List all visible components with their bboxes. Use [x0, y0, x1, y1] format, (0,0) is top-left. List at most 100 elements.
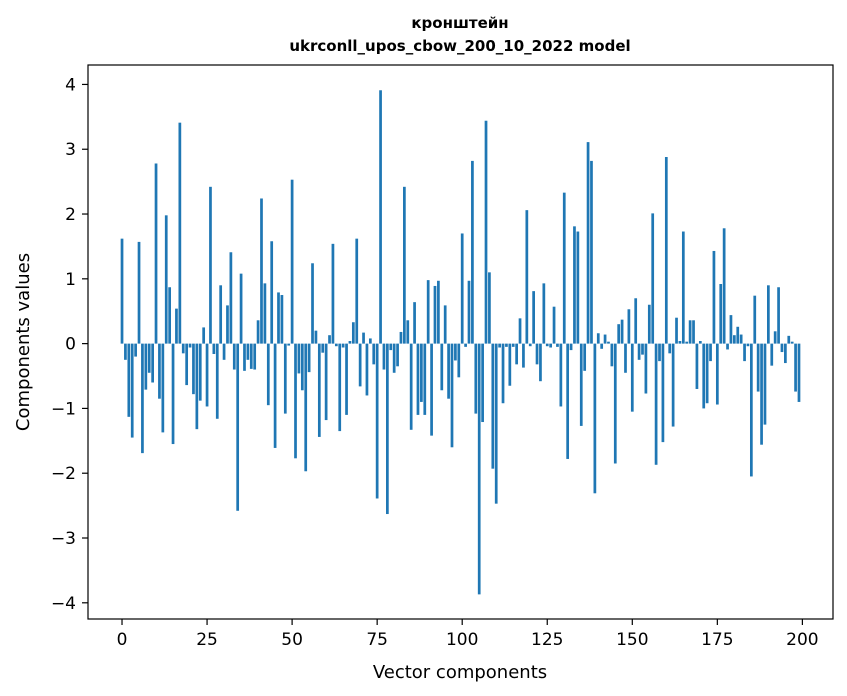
bar [498, 343, 501, 348]
bar [749, 343, 753, 477]
bar [130, 343, 134, 438]
bar [569, 343, 573, 351]
bar [154, 163, 158, 344]
bar [685, 341, 689, 344]
bar [420, 343, 423, 402]
bar [144, 343, 148, 390]
bar [709, 343, 712, 362]
bar [535, 343, 539, 365]
bar [770, 343, 774, 366]
bar [549, 343, 553, 348]
bar [702, 343, 706, 409]
bar [678, 341, 682, 344]
bar [321, 343, 325, 353]
bar [416, 343, 420, 415]
bar [477, 343, 481, 595]
bar [630, 343, 634, 412]
bar [695, 343, 699, 389]
bar [440, 343, 444, 391]
bar [273, 343, 277, 448]
bar [260, 198, 263, 344]
bar [525, 210, 529, 344]
bar [501, 343, 505, 404]
bar [300, 343, 304, 391]
bar [396, 343, 399, 367]
bar [151, 343, 154, 383]
bar [338, 343, 342, 432]
y-tick-label: 2 [65, 205, 76, 225]
bar [467, 280, 471, 344]
bar [232, 343, 236, 370]
bar [522, 343, 525, 368]
bar [226, 305, 229, 344]
bar [552, 306, 556, 344]
chart-subtitle: ukrconll_upos_cbow_200_10_2022 model [289, 37, 630, 55]
bar [562, 192, 566, 344]
bar [426, 280, 430, 344]
bar [542, 283, 546, 344]
bar [705, 343, 709, 404]
bar [328, 335, 331, 344]
bar [508, 343, 512, 386]
bar [729, 315, 733, 344]
y-tick-label: 1 [65, 270, 76, 290]
y-tick-label: −3 [51, 529, 76, 549]
bar [406, 320, 410, 344]
bar [341, 343, 345, 348]
bar [515, 343, 518, 365]
bar [532, 291, 535, 344]
bar [399, 331, 403, 344]
plot-frame [87, 64, 834, 620]
bar [283, 343, 287, 414]
bar [688, 320, 692, 344]
bar [736, 326, 740, 344]
bar [188, 343, 192, 348]
bar [443, 305, 447, 344]
y-tick-label: −2 [51, 464, 76, 484]
x-tick-label: 125 [531, 630, 563, 650]
bar [586, 142, 590, 344]
bar [488, 272, 491, 344]
bar [743, 343, 746, 362]
bars-group [120, 90, 801, 595]
bar [266, 343, 270, 406]
bar [386, 343, 389, 515]
bar [392, 343, 396, 373]
bar [692, 320, 695, 344]
bar [675, 317, 678, 344]
x-tick-label: 200 [786, 630, 818, 650]
bar [559, 343, 563, 407]
bar [185, 343, 189, 386]
bar [607, 341, 610, 344]
bar [620, 319, 624, 344]
bar [784, 343, 787, 364]
bar [634, 298, 638, 344]
bar [253, 343, 257, 370]
bar [212, 343, 216, 354]
bar [409, 343, 413, 430]
bar [603, 334, 607, 344]
y-tick-label: 0 [65, 335, 76, 355]
bar [423, 343, 427, 415]
bar [222, 343, 226, 360]
bar [215, 343, 219, 419]
bar [681, 231, 685, 344]
bar [698, 341, 702, 344]
bar [164, 215, 168, 344]
bar [617, 324, 621, 344]
y-tick-label: 4 [65, 75, 76, 95]
bar [474, 343, 478, 414]
x-tick-label: 100 [446, 630, 478, 650]
bar [760, 343, 763, 445]
bar [205, 343, 209, 407]
bar [566, 343, 570, 459]
bar [433, 285, 437, 344]
bar [600, 343, 604, 349]
bar [348, 341, 352, 344]
bar [593, 343, 597, 494]
bar [158, 343, 161, 399]
bar [576, 231, 580, 344]
bar [518, 318, 522, 344]
x-tick-label: 50 [281, 630, 303, 650]
